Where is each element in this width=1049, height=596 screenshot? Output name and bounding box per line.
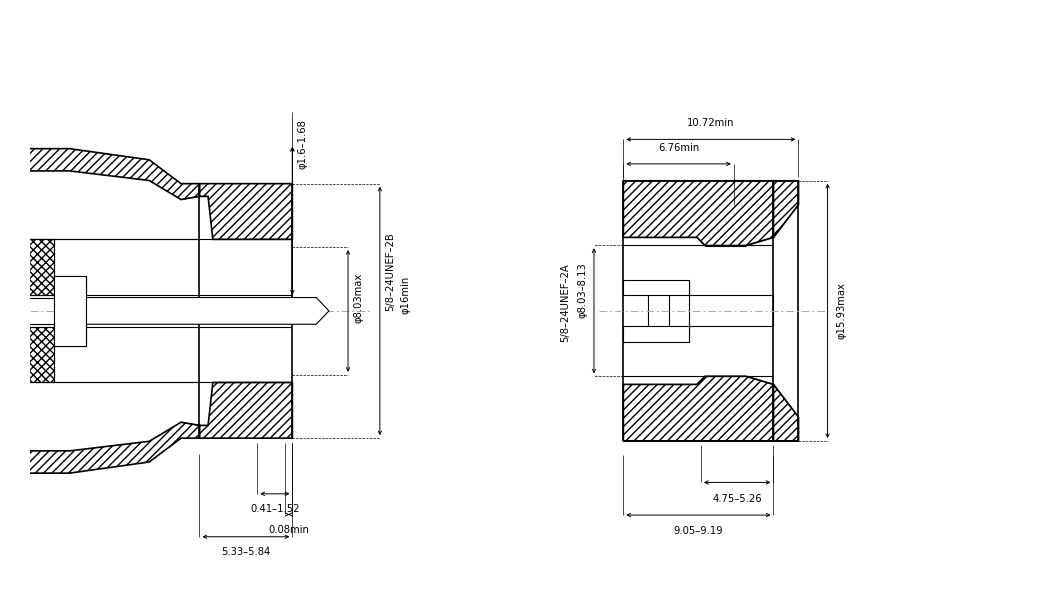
Text: 6.76min: 6.76min [658, 142, 700, 153]
Polygon shape [0, 148, 199, 200]
Polygon shape [0, 422, 199, 473]
Text: 5/8–24UNEF–2A: 5/8–24UNEF–2A [560, 263, 570, 342]
Text: 0.41–1.52: 0.41–1.52 [250, 504, 300, 514]
Text: φ15.93max: φ15.93max [836, 283, 847, 339]
Text: 5.33–5.84: 5.33–5.84 [221, 547, 271, 557]
Polygon shape [773, 181, 798, 237]
Text: φ8.03–8.13: φ8.03–8.13 [577, 262, 587, 318]
Polygon shape [0, 240, 53, 295]
Polygon shape [623, 376, 773, 441]
Text: 9.05–9.19: 9.05–9.19 [673, 526, 723, 536]
Polygon shape [199, 184, 293, 240]
Polygon shape [86, 297, 329, 324]
Text: φ1.6–1.68: φ1.6–1.68 [298, 119, 307, 169]
Polygon shape [199, 383, 293, 438]
Polygon shape [0, 327, 53, 383]
Text: φ16min: φ16min [401, 276, 410, 314]
Text: 5/8–24UNEF–2B: 5/8–24UNEF–2B [385, 232, 395, 311]
Text: 0.08min: 0.08min [269, 525, 309, 535]
Text: 4.75–5.26: 4.75–5.26 [712, 493, 762, 504]
Polygon shape [773, 384, 798, 441]
Polygon shape [53, 276, 86, 346]
Polygon shape [623, 280, 689, 296]
Polygon shape [623, 181, 773, 246]
Polygon shape [623, 327, 689, 342]
Text: 10.72min: 10.72min [687, 118, 734, 128]
Text: φ8.03max: φ8.03max [354, 273, 363, 323]
